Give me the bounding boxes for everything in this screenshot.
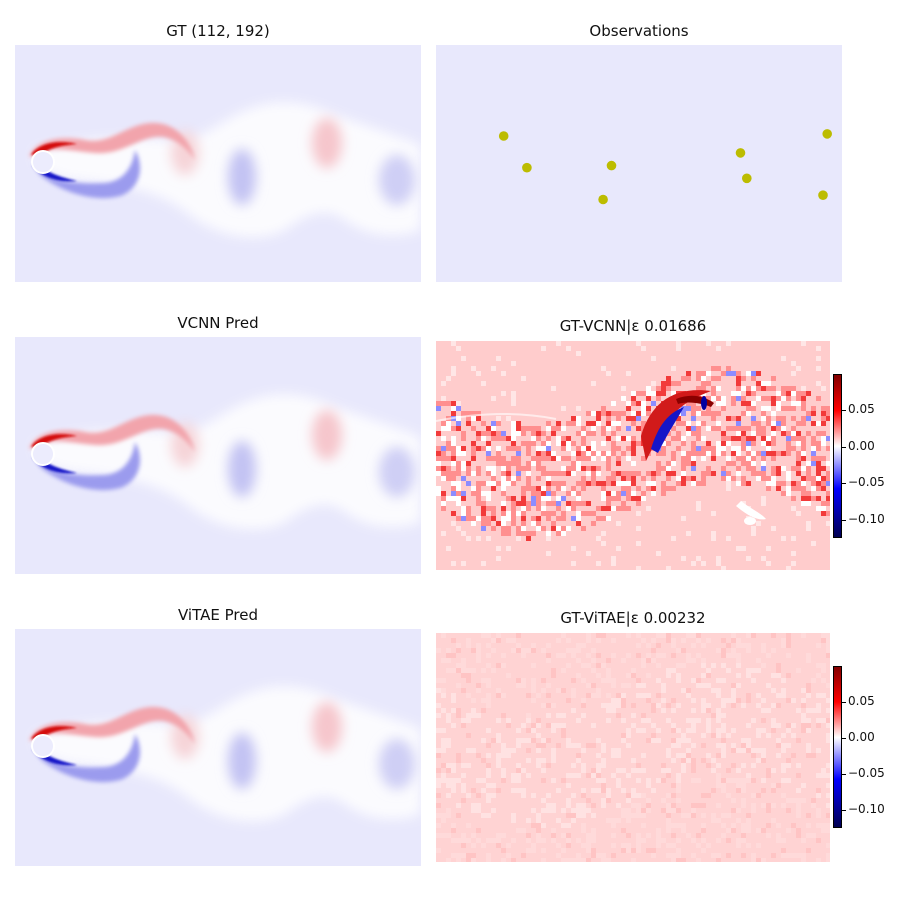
upper-shear-layer [29,414,195,452]
colorbar-tick-mark [842,446,846,448]
negative-vortex-1 [228,733,256,789]
colorbar-gradient [833,374,842,538]
heatmap-gt-vitae-error [436,633,830,862]
lower-shear-layer [31,442,140,491]
positive-vortex-1 [312,410,342,460]
colorbar-tick-label: −0.05 [848,766,885,780]
heatmap-gt-vcnn-error [436,341,830,570]
heatmap-gt [15,45,421,282]
vortex-layer [15,337,421,574]
observation-point [498,131,509,141]
lower-shear-layer [31,150,140,199]
colorbar-vitae [833,666,842,828]
error-strong-features [436,390,766,525]
vortex-layer [15,45,421,282]
scatter-observations [436,45,842,282]
heatmap-vitae-pred [15,629,421,866]
cylinder [31,734,55,758]
colorbar-tick-label: −0.10 [848,511,885,526]
negative-vortex-2 [379,447,415,497]
colorbar-tick-label: 0.05 [848,694,875,708]
observation-point [818,190,828,200]
positive-vortex-1 [312,118,342,168]
colorbar-tick-mark [842,810,846,811]
heatmap-gt-svg [15,45,421,282]
observation-point [742,173,752,184]
negative-vortex-1 [228,149,256,205]
observation-point [735,148,746,158]
cylinder [31,442,55,466]
title-gt-vcnn: GT-VCNN|ε 0.01686 [559,317,707,335]
negative-vortex-2 [379,155,415,205]
observation-point [822,129,832,139]
heatmap-vcnn-pred [15,337,421,574]
lower-shear-layer [31,734,140,783]
colorbar-tick-label: 0.00 [848,438,875,453]
negative-vortex-2 [379,739,415,789]
error-texture [436,633,830,862]
title-vcnn-pred: VCNN Pred [177,314,259,332]
colorbar-tick-label: 0.05 [848,402,875,417]
colorbar-tick-mark [842,738,846,739]
colorbar-tick-label: −0.10 [848,802,885,816]
colorbar-tick-mark [842,774,846,775]
vortex-layer [15,629,421,866]
upper-shear-layer [29,122,195,160]
observations-background [436,45,842,282]
title-vitae-pred: ViTAE Pred [178,606,258,624]
observation-point [606,160,617,171]
positive-vortex-1 [312,702,342,752]
error-vitae-svg [436,633,830,862]
observation-point [522,162,532,173]
cylinder [31,150,55,174]
colorbar-tick-mark [842,702,846,703]
colorbar-vcnn-svg [833,374,842,538]
colorbar-tick-mark [842,410,846,412]
observation-point [598,194,608,205]
heatmap-vitae-svg [15,629,421,866]
title-observations: Observations [589,22,689,40]
upper-shear-layer [29,706,195,744]
heatmap-vcnn-svg [15,337,421,574]
colorbar-tick-label: −0.05 [848,475,885,490]
colorbar-vcnn [833,374,842,538]
colorbar-tick-mark [842,483,846,485]
error-vcnn-svg [436,341,830,570]
colorbar-vitae-svg [833,666,842,828]
title-gt-vitae: GT-ViTAE|ε 0.00232 [560,609,706,627]
observations-svg [436,45,842,282]
colorbar-gradient [833,666,842,828]
negative-vortex-1 [228,441,256,497]
colorbar-tick-label: 0.00 [848,730,875,744]
colorbar-tick-mark [842,519,846,521]
title-gt: GT (112, 192) [166,22,270,40]
